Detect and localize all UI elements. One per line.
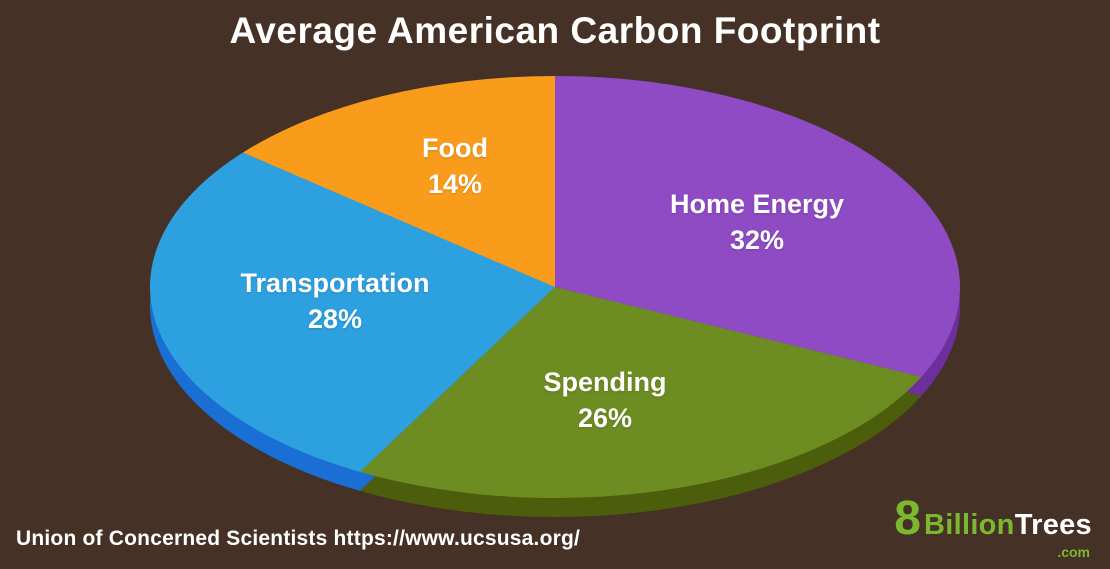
logo-row: 8 Billion Trees bbox=[894, 495, 1092, 543]
slice-name: Transportation bbox=[240, 268, 430, 298]
slice-name: Home Energy bbox=[669, 189, 845, 219]
slice-name: Food bbox=[422, 133, 488, 163]
slice-percent: 26% bbox=[577, 403, 633, 434]
slice-label-transportation: Transportation 28% bbox=[240, 265, 429, 338]
logo-domain: .com bbox=[1057, 544, 1090, 560]
pie-slice-spending bbox=[359, 287, 922, 498]
slice-label-home-energy: Home Energy 32% bbox=[670, 186, 844, 259]
logo-8-icon: 8 bbox=[894, 492, 921, 545]
source-attribution: Union of Concerned Scientists https://ww… bbox=[16, 527, 581, 550]
slice-percent: 32% bbox=[729, 225, 785, 256]
pie-slice-transportation bbox=[149, 152, 556, 472]
logo-text-trees: Trees bbox=[1014, 509, 1092, 541]
logo-text-billion: Billion bbox=[924, 509, 1015, 541]
pie-slice-home-energy bbox=[555, 76, 961, 377]
slice-name: Spending bbox=[543, 367, 667, 397]
pie-slice-food bbox=[242, 76, 555, 287]
page-title: Average American Carbon Footprint bbox=[229, 10, 881, 51]
slice-percent: 28% bbox=[307, 304, 363, 335]
slice-label-spending: Spending 26% bbox=[544, 364, 667, 437]
slice-percent: 14% bbox=[427, 169, 483, 200]
billiontrees-logo: 8 Billion Trees .com bbox=[894, 495, 1092, 560]
slice-label-food: Food 14% bbox=[422, 130, 488, 203]
